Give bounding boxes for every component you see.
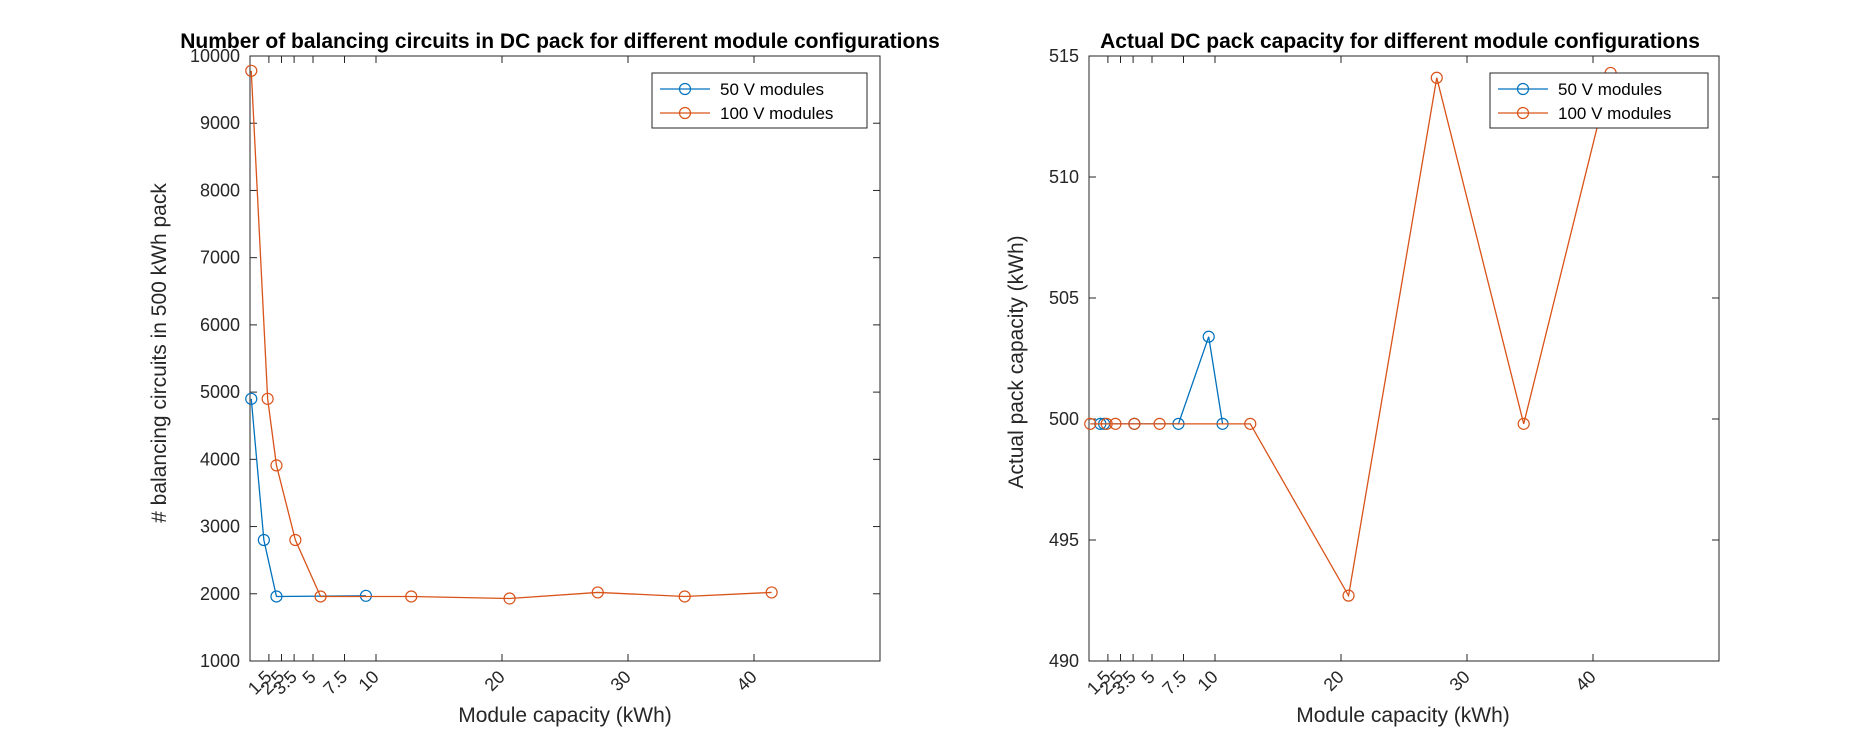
data-point-100v (245, 64, 258, 77)
y-tick-label: 510 (1049, 167, 1079, 187)
legend-entry-50v: 50 V modules (660, 80, 824, 99)
y-tick-label: 490 (1049, 651, 1079, 671)
data-point-100v (1084, 417, 1097, 430)
series-line-100v (250, 70, 772, 600)
x-axis-label: Module capacity (kWh) (458, 704, 672, 727)
y-tick-label: 505 (1049, 288, 1079, 308)
legend-entry-100v: 100 V modules (660, 104, 833, 123)
legend-marker-100v (678, 106, 692, 120)
data-point-100v (314, 590, 327, 603)
y-tick-label: 500 (1049, 409, 1079, 429)
data-point-100v (1109, 417, 1122, 430)
data-point-100v (289, 533, 302, 547)
legend-marker-50v (678, 82, 692, 96)
data-point-100v (1100, 417, 1113, 430)
legend: 50 V modules 100 V modules (651, 72, 868, 129)
data-point-100v (1153, 417, 1166, 430)
y-tick-label: 495 (1049, 530, 1079, 550)
axes-frame (1088, 55, 1720, 662)
series-line-100v (1090, 72, 1612, 598)
legend-box (1489, 72, 1709, 129)
y-axis-label: # balancing circuits in 500 kWh pack (148, 183, 171, 523)
legend-label-50v: 50 V modules (720, 80, 824, 99)
data-point-50v (257, 533, 270, 547)
data-point-100v (1517, 417, 1530, 430)
legend-marker-100v (1516, 106, 1530, 120)
data-point-100v (261, 392, 274, 405)
chart-title: Actual DC pack capacity for different mo… (1100, 30, 1700, 53)
data-point-100v (591, 586, 604, 599)
data-point-100v (1430, 71, 1443, 84)
data-point-50v (270, 590, 283, 603)
y-tick-label: 10000 (190, 46, 240, 66)
data-point-50v (1202, 330, 1215, 343)
legend: 50 V modules 100 V modules (1489, 72, 1709, 129)
data-point-50v (245, 392, 258, 405)
chart-panel-balancing-circuits: Number of balancing circuits in DC pack … (148, 30, 940, 727)
data-point-50v (359, 589, 373, 602)
legend-box (651, 72, 868, 129)
y-tick-label: 3000 (200, 517, 240, 537)
data-point-100v (1128, 417, 1141, 430)
y-tick-label: 9000 (200, 113, 240, 133)
legend-label-100v: 100 V modules (720, 104, 833, 123)
legend-label-50v: 50 V modules (1558, 80, 1662, 99)
chart-panel-pack-capacity: Actual DC pack capacity for different mo… (1005, 30, 1720, 727)
legend-entry-50v: 50 V modules (1498, 80, 1662, 99)
y-tick-label: 7000 (200, 248, 240, 268)
legend-entry-100v: 100 V modules (1498, 104, 1671, 123)
y-tick-label: 4000 (200, 449, 240, 469)
axes-frame (249, 55, 881, 662)
y-axis-label: Actual pack capacity (kWh) (1005, 235, 1028, 488)
data-point-100v (405, 590, 418, 603)
data-point-100v (1342, 589, 1355, 602)
data-point-100v (1244, 417, 1257, 430)
data-point-100v (678, 590, 691, 603)
y-tick-label: 5000 (200, 382, 240, 402)
data-point-100v (503, 592, 516, 605)
y-tick-label: 2000 (200, 584, 240, 604)
y-tick-label: 8000 (200, 180, 240, 200)
y-tick-label: 6000 (200, 315, 240, 335)
legend-marker-50v (1516, 82, 1530, 96)
y-tick-label: 515 (1049, 46, 1079, 66)
legend-label-100v: 100 V modules (1558, 104, 1671, 123)
y-tick-label: 1000 (200, 651, 240, 671)
chart-title: Number of balancing circuits in DC pack … (180, 30, 940, 53)
x-axis-label: Module capacity (kWh) (1296, 704, 1510, 727)
data-point-100v (765, 586, 778, 599)
data-point-100v (270, 459, 283, 472)
